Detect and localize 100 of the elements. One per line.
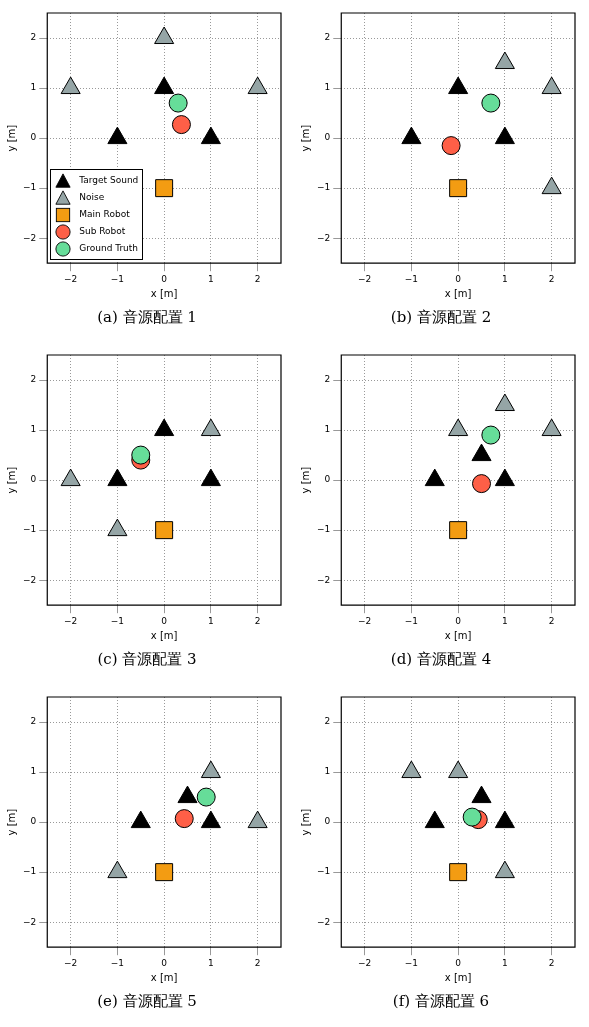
x-tick-label: 0: [455, 615, 462, 626]
x-tick-label: −2: [358, 615, 372, 626]
y-tick-label: 2: [324, 32, 331, 43]
point: [494, 51, 515, 70]
x-tick-label: 0: [455, 273, 462, 284]
point: [107, 468, 128, 487]
y-tick-label: 2: [324, 374, 331, 385]
point: [471, 443, 492, 462]
text: (f) 音源配置 6: [391, 992, 491, 1011]
text: (c) 音源配置 3: [96, 650, 198, 669]
legend-label: Ground Truth: [78, 242, 139, 256]
y-tick-label: −1: [22, 524, 37, 535]
y-tick-label: 2: [30, 32, 37, 43]
y-tick-label: −1: [22, 866, 37, 877]
x-tick-label: 0: [455, 957, 462, 968]
point: [541, 176, 562, 195]
x-tick-label: 2: [548, 615, 555, 626]
x-tick-label: 1: [502, 615, 508, 626]
text: (b) 音源配置 2: [389, 308, 493, 327]
y-tick-label: −1: [22, 182, 37, 193]
y-tick-label: 1: [30, 82, 37, 93]
y-tick-label: 0: [30, 816, 37, 827]
x-axis-title: x [m]: [444, 971, 472, 983]
x-tick-label: 2: [548, 273, 555, 284]
y-tick-label: 0: [324, 816, 331, 827]
legend-label: Noise: [78, 191, 106, 205]
point: [177, 785, 198, 804]
point: [494, 468, 515, 487]
x-tick-label: 1: [208, 615, 214, 626]
x-tick-label: 1: [502, 273, 508, 284]
y-axis-title: y [m]: [299, 466, 311, 494]
x-tick-label: 0: [161, 615, 168, 626]
y-tick-label: 0: [324, 474, 331, 485]
point: [448, 418, 469, 437]
y-tick-label: 0: [30, 132, 37, 143]
x-axis-title: x [m]: [444, 287, 472, 299]
y-tick-label: 2: [30, 374, 37, 385]
x-axis-title: x [m]: [150, 287, 178, 299]
x-axis-title: x [m]: [444, 629, 472, 641]
y-tick-label: 1: [30, 766, 37, 777]
x-tick-label: 0: [161, 273, 168, 284]
point: [107, 860, 128, 879]
point: [60, 468, 81, 487]
x-tick-label: 2: [254, 273, 261, 284]
point: [154, 418, 175, 437]
y-tick-label: 0: [324, 132, 331, 143]
x-tick-label: −1: [404, 957, 419, 968]
y-tick-label: 1: [324, 424, 331, 435]
y-tick-label: 1: [324, 766, 331, 777]
y-tick-label: −2: [316, 574, 331, 585]
point: [449, 521, 468, 540]
point: [200, 468, 221, 487]
text: (a) 音源配置 1: [96, 308, 198, 327]
point: [107, 518, 128, 537]
x-tick-label: −2: [64, 615, 78, 626]
point: [424, 468, 445, 487]
point: [541, 418, 562, 437]
point: [60, 76, 81, 95]
point: [247, 810, 268, 829]
y-tick-label: −1: [316, 866, 331, 877]
point: [494, 860, 515, 879]
y-axis-title: y [m]: [299, 808, 311, 836]
point: [247, 76, 268, 95]
point: [494, 810, 515, 829]
x-axis-title: x [m]: [150, 971, 178, 983]
point: [448, 760, 469, 779]
x-tick-label: 1: [208, 273, 214, 284]
y-axis-title: y [m]: [5, 124, 17, 152]
text: (d) 音源配置 4: [389, 650, 493, 669]
x-tick-label: −1: [110, 957, 125, 968]
y-axis-title: y [m]: [299, 124, 311, 152]
point: [200, 810, 221, 829]
legend-label: Target Sound: [78, 174, 139, 188]
point: [200, 760, 221, 779]
y-tick-label: 1: [324, 82, 331, 93]
point: [154, 26, 175, 45]
y-tick-label: −2: [22, 916, 37, 927]
legend-label: Sub Robot: [78, 225, 127, 239]
point: [541, 76, 562, 95]
legend-label: Main Robot: [78, 208, 131, 222]
x-tick-label: −2: [64, 273, 78, 284]
y-tick-label: 0: [30, 474, 37, 485]
point: [401, 126, 422, 145]
x-tick-label: 0: [161, 957, 168, 968]
point: [448, 76, 469, 95]
point: [471, 785, 492, 804]
x-tick-label: −1: [110, 273, 125, 284]
x-tick-label: −2: [64, 957, 78, 968]
point: [200, 418, 221, 437]
y-tick-label: 2: [30, 716, 37, 727]
point: [200, 126, 221, 145]
point: [154, 76, 175, 95]
x-tick-label: 2: [254, 615, 261, 626]
point: [494, 393, 515, 412]
x-tick-label: 1: [208, 957, 214, 968]
y-tick-label: −2: [22, 232, 37, 243]
x-tick-label: −1: [404, 615, 419, 626]
x-tick-label: 2: [254, 957, 261, 968]
y-tick-label: 2: [324, 716, 331, 727]
y-tick-label: 1: [30, 424, 37, 435]
